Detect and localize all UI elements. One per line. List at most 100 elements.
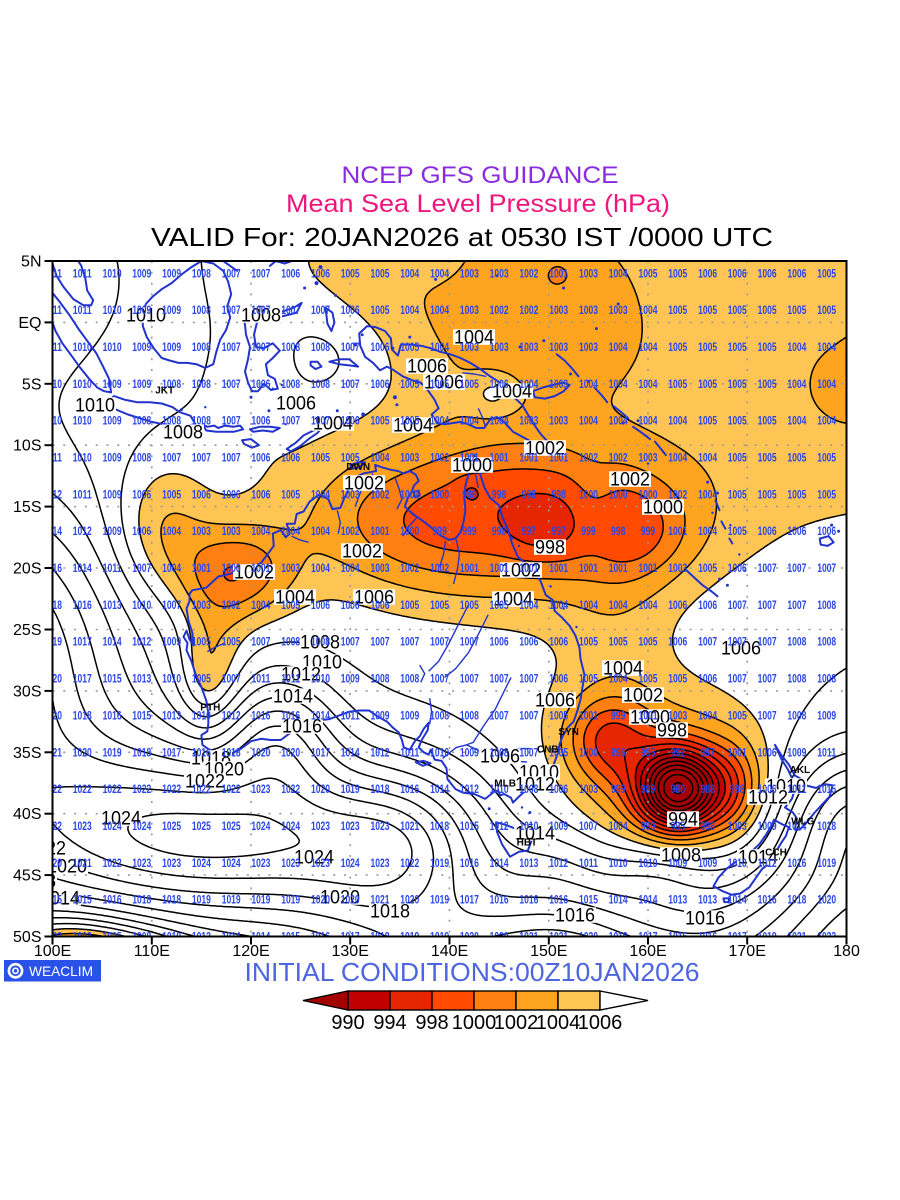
svg-text:EQ: EQ <box>18 315 41 332</box>
svg-text:999: 999 <box>581 526 596 538</box>
svg-text:1013: 1013 <box>162 710 181 722</box>
svg-text:1019: 1019 <box>341 784 360 796</box>
svg-text:1022: 1022 <box>400 858 419 870</box>
svg-text:JKT: JKT <box>155 386 174 397</box>
svg-text:1005: 1005 <box>668 342 687 354</box>
svg-text:1000: 1000 <box>639 489 658 501</box>
svg-text:1005: 1005 <box>728 489 747 501</box>
svg-text:1002: 1002 <box>490 305 509 317</box>
svg-text:1017: 1017 <box>162 747 181 759</box>
svg-text:1012: 1012 <box>460 784 479 796</box>
svg-text:1008: 1008 <box>817 600 836 612</box>
svg-text:1010: 1010 <box>609 858 628 870</box>
svg-text:1024: 1024 <box>341 858 360 870</box>
svg-text:1007: 1007 <box>222 416 241 428</box>
svg-text:1014: 1014 <box>103 637 122 649</box>
svg-text:1007: 1007 <box>460 637 479 649</box>
svg-text:1006: 1006 <box>480 746 520 767</box>
svg-text:1005: 1005 <box>758 453 777 465</box>
svg-text:1008: 1008 <box>132 416 151 428</box>
svg-text:1019: 1019 <box>817 858 836 870</box>
svg-text:15S: 15S <box>13 499 41 516</box>
svg-text:1016: 1016 <box>685 908 725 929</box>
svg-text:1010: 1010 <box>162 674 181 686</box>
svg-text:1011: 1011 <box>73 305 92 317</box>
svg-text:1017: 1017 <box>73 637 92 649</box>
svg-text:1015: 1015 <box>132 710 151 722</box>
svg-text:1014: 1014 <box>728 895 747 907</box>
svg-text:1024: 1024 <box>222 858 241 870</box>
svg-text:1013: 1013 <box>698 895 717 907</box>
svg-text:1010: 1010 <box>73 453 92 465</box>
svg-text:1022: 1022 <box>103 858 122 870</box>
svg-text:1014: 1014 <box>430 784 449 796</box>
svg-text:1004: 1004 <box>787 416 806 428</box>
svg-text:1007: 1007 <box>758 710 777 722</box>
svg-text:980: 980 <box>671 784 686 796</box>
svg-text:1007: 1007 <box>460 674 479 686</box>
svg-text:1006: 1006 <box>668 637 687 649</box>
svg-text:1016: 1016 <box>460 858 479 870</box>
svg-text:1012: 1012 <box>43 489 62 501</box>
svg-text:1007: 1007 <box>519 674 538 686</box>
svg-text:1007: 1007 <box>251 305 270 317</box>
svg-text:1014: 1014 <box>73 563 92 575</box>
svg-text:1018: 1018 <box>817 821 836 833</box>
svg-text:1003: 1003 <box>400 453 419 465</box>
svg-text:1006: 1006 <box>758 747 777 759</box>
svg-text:1008: 1008 <box>192 379 211 391</box>
svg-text:1007: 1007 <box>817 563 836 575</box>
svg-text:1005: 1005 <box>698 416 717 428</box>
svg-text:1016: 1016 <box>282 716 322 737</box>
svg-text:1005: 1005 <box>817 453 836 465</box>
svg-text:1012: 1012 <box>192 932 211 944</box>
svg-text:1015: 1015 <box>73 895 92 907</box>
svg-text:998: 998 <box>415 1012 448 1034</box>
svg-text:1022: 1022 <box>132 784 151 796</box>
svg-text:1008: 1008 <box>163 422 203 443</box>
svg-text:160E: 160E <box>629 943 666 960</box>
svg-text:1006: 1006 <box>132 526 151 538</box>
svg-text:1008: 1008 <box>661 845 701 866</box>
svg-text:1012: 1012 <box>549 858 568 870</box>
svg-text:1004: 1004 <box>698 453 717 465</box>
svg-text:999: 999 <box>611 784 626 796</box>
svg-text:20S: 20S <box>13 561 41 578</box>
svg-text:1000: 1000 <box>452 455 492 476</box>
svg-text:1022: 1022 <box>103 784 122 796</box>
svg-text:995: 995 <box>671 821 686 833</box>
svg-text:1004: 1004 <box>639 342 658 354</box>
svg-text:999: 999 <box>432 526 447 538</box>
svg-text:1004: 1004 <box>281 526 300 538</box>
svg-text:1018: 1018 <box>16 871 56 892</box>
svg-text:1016: 1016 <box>549 895 568 907</box>
svg-text:1019: 1019 <box>400 932 419 944</box>
svg-text:1005: 1005 <box>400 416 419 428</box>
svg-text:1003: 1003 <box>609 305 628 317</box>
svg-text:988: 988 <box>700 784 715 796</box>
svg-text:1006: 1006 <box>371 379 390 391</box>
svg-text:1007: 1007 <box>281 305 300 317</box>
svg-text:1009: 1009 <box>758 821 777 833</box>
svg-text:1005: 1005 <box>787 453 806 465</box>
svg-text:1020: 1020 <box>400 895 419 907</box>
svg-text:1016: 1016 <box>73 600 92 612</box>
svg-text:1005: 1005 <box>698 379 717 391</box>
svg-text:1009: 1009 <box>668 858 687 870</box>
svg-text:1007: 1007 <box>698 637 717 649</box>
svg-text:1006: 1006 <box>281 268 300 280</box>
svg-text:1019: 1019 <box>43 637 62 649</box>
svg-text:1005: 1005 <box>817 268 836 280</box>
svg-text:1006: 1006 <box>276 393 316 414</box>
svg-text:1006: 1006 <box>519 637 538 649</box>
svg-text:1006: 1006 <box>424 372 464 393</box>
svg-text:1007: 1007 <box>728 600 747 612</box>
svg-text:1003: 1003 <box>668 563 687 575</box>
svg-text:1004: 1004 <box>609 342 628 354</box>
svg-text:1016: 1016 <box>698 932 717 944</box>
svg-text:1020: 1020 <box>579 932 598 944</box>
svg-text:1010: 1010 <box>311 674 330 686</box>
svg-text:HBT: HBT <box>517 838 538 849</box>
svg-text:1005: 1005 <box>192 674 211 686</box>
svg-text:1022: 1022 <box>26 838 66 859</box>
